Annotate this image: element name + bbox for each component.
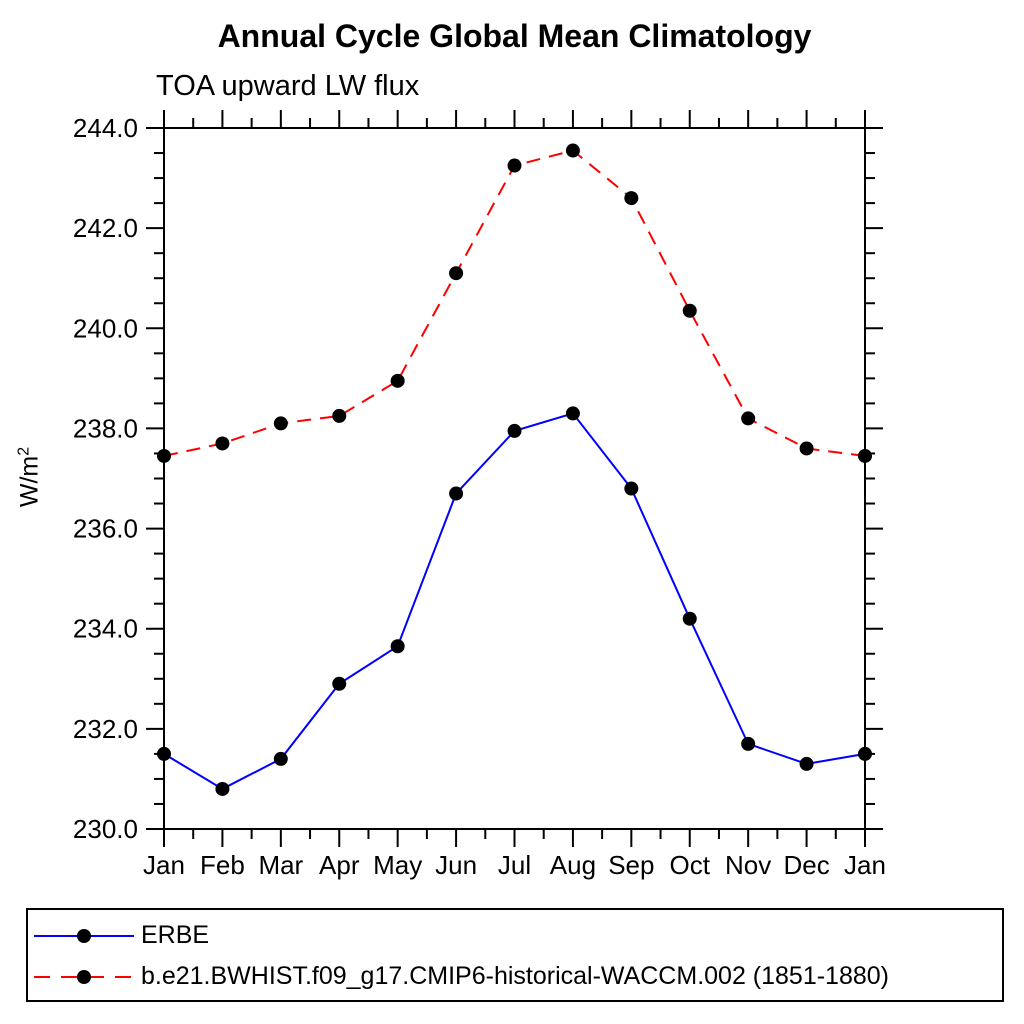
x-tick-label: May — [373, 850, 422, 880]
erbe-data-point — [799, 756, 814, 771]
series-model — [157, 143, 872, 463]
y-tick-label: 238.0 — [73, 413, 138, 443]
x-tick-label: Aug — [550, 850, 596, 880]
y-tick-label: 234.0 — [73, 614, 138, 644]
model-data-point — [858, 448, 872, 463]
y-tick-label: 232.0 — [73, 714, 138, 744]
x-tick-label: Feb — [200, 850, 245, 880]
erbe-data-point — [273, 751, 288, 766]
erbe-data-point — [858, 746, 872, 761]
model-data-point — [799, 441, 814, 456]
model-data-point — [682, 303, 697, 318]
chart-subtitle: TOA upward LW flux — [156, 70, 420, 102]
series-erbe — [157, 406, 872, 796]
erbe-data-point — [332, 676, 347, 691]
x-axis-tick-labels: Jan Feb Mar Apr May Jun Jul Aug Sep Oct Nov Dec Jan — [143, 850, 886, 880]
model-sample-marker — [77, 969, 91, 984]
model-data-point — [332, 408, 347, 423]
x-tick-label: Mar — [258, 850, 303, 880]
y-axis-ticks — [146, 127, 883, 830]
model-line-sample — [34, 969, 134, 984]
erbe-data-point — [682, 611, 697, 626]
x-tick-label: Jan — [143, 850, 185, 880]
x-tick-label: Dec — [783, 850, 829, 880]
erbe-data-point — [565, 406, 580, 421]
x-tick-label: Sep — [608, 850, 654, 880]
y-tick-label: 230.0 — [73, 814, 138, 844]
model-data-point — [449, 266, 464, 281]
x-tick-label: Nov — [725, 850, 771, 880]
model-data-point — [215, 436, 230, 451]
y-tick-label: 242.0 — [73, 213, 138, 243]
erbe-data-point — [624, 481, 639, 496]
x-tick-label: Jan — [844, 850, 886, 880]
y-tick-label: 240.0 — [73, 313, 138, 343]
legend-item-model: b.e21.BWHIST.f09_g17.CMIP6-historical-WA… — [30, 956, 1002, 997]
model-line — [163, 149, 866, 457]
model-data-point — [507, 158, 522, 173]
model-data-point — [157, 448, 171, 463]
x-tick-label: Jun — [435, 850, 477, 880]
legend-item-erbe: ERBE — [30, 915, 1002, 956]
erbe-data-point — [215, 781, 230, 796]
erbe-line — [163, 412, 866, 791]
plot-frame — [163, 127, 866, 830]
erbe-data-point — [390, 639, 405, 654]
erbe-data-point — [157, 746, 171, 761]
x-tick-label: Apr — [319, 850, 360, 880]
model-data-point — [624, 191, 639, 206]
model-data-point — [390, 373, 405, 388]
y-axis-tick-labels: 230.0 232.0 234.0 236.0 238.0 240.0 242.0 244.0 — [73, 113, 138, 844]
x-axis-ticks — [163, 110, 866, 847]
erbe-data-point — [449, 486, 464, 501]
x-tick-label: Oct — [670, 850, 711, 880]
y-tick-label: 236.0 — [73, 514, 138, 544]
x-tick-label: Jul — [498, 850, 531, 880]
model-data-point — [741, 411, 756, 426]
legend-label-erbe: ERBE — [141, 921, 210, 949]
model-data-point — [565, 143, 580, 158]
erbe-line-sample — [34, 928, 134, 943]
legend-label-model: b.e21.BWHIST.f09_g17.CMIP6-historical-WA… — [141, 962, 889, 990]
legend: ERBE b.e21.BWHIST.f09_g17.CMIP6-historic… — [26, 908, 1004, 1002]
chart-title: Annual Cycle Global Mean Climatology — [217, 18, 812, 54]
erbe-data-point — [741, 736, 756, 751]
y-tick-label: 244.0 — [73, 113, 138, 143]
model-data-point — [273, 416, 288, 431]
erbe-sample-marker — [77, 928, 91, 943]
erbe-data-point — [507, 423, 522, 438]
